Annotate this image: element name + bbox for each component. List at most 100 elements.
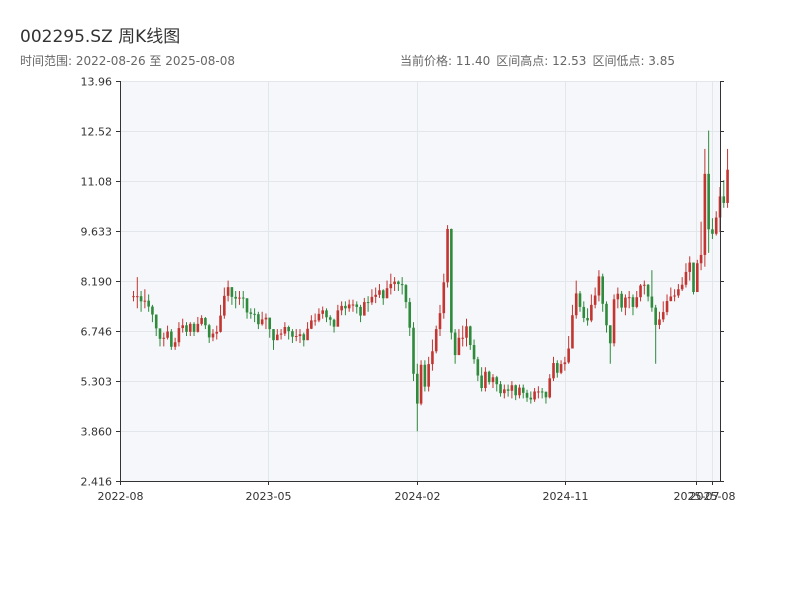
y-tick-label: 6.746 xyxy=(81,326,113,339)
candle-body xyxy=(521,387,525,393)
candle-body xyxy=(397,281,400,285)
candle-body xyxy=(457,337,461,356)
candle-body xyxy=(699,254,703,264)
candle-body xyxy=(620,293,623,308)
candle-body xyxy=(684,271,688,285)
candle-body xyxy=(673,295,676,297)
candle-body xyxy=(219,315,222,332)
x-axis-ticks: 2022-08 2023-05 2024-02 2024-11 2025-072025-… xyxy=(98,481,735,503)
candle-body xyxy=(650,296,654,308)
candle-body xyxy=(540,391,544,393)
candle-body xyxy=(711,229,714,234)
candle-body xyxy=(571,315,574,349)
y-tick-label: 5.303 xyxy=(81,376,113,389)
candle-body xyxy=(245,298,249,313)
candle-body xyxy=(238,297,241,299)
candle-body xyxy=(586,318,589,321)
candle-body xyxy=(688,262,692,272)
candle-body xyxy=(143,300,147,302)
candle-body xyxy=(207,325,211,338)
candle-body xyxy=(321,310,325,314)
range-low-text: 区间低点: 3.85 xyxy=(592,54,676,68)
candle-body xyxy=(185,325,188,332)
candle-body xyxy=(234,296,237,299)
candle-body xyxy=(332,319,336,327)
candle-body xyxy=(385,288,389,299)
x-tick-label: 2024-02 xyxy=(395,490,441,503)
candle-body xyxy=(268,317,272,330)
candle-body xyxy=(465,326,468,338)
candle-body xyxy=(272,329,275,341)
candle-body xyxy=(695,263,699,293)
candle-body xyxy=(317,313,321,321)
candle-body xyxy=(226,287,230,296)
candle-body xyxy=(188,323,192,332)
y-tick-label: 12.52 xyxy=(81,126,113,139)
candle-body xyxy=(298,334,302,337)
candle-body xyxy=(393,281,396,285)
candle-body xyxy=(468,326,472,346)
candle-body xyxy=(631,297,635,307)
candle-body xyxy=(476,359,480,376)
candle-body xyxy=(661,312,665,320)
candle-body xyxy=(533,391,536,400)
candle-body xyxy=(514,385,517,396)
candle-body xyxy=(461,337,465,339)
candle-body xyxy=(181,325,185,329)
candle-body xyxy=(722,196,726,203)
candle-body xyxy=(363,302,366,316)
candle-body xyxy=(192,323,196,332)
candle-body xyxy=(177,328,181,343)
candle-body xyxy=(442,282,446,314)
candle-body xyxy=(196,323,200,332)
candle-body xyxy=(279,333,283,335)
candle-body xyxy=(355,304,359,307)
candle-body xyxy=(132,296,135,298)
candle-body xyxy=(389,284,393,289)
candle-body xyxy=(336,310,340,327)
candle-body xyxy=(204,318,207,326)
candle-body xyxy=(472,345,476,360)
price-summary: 当前价格: 11.40 区间高点: 12.53 区间低点: 3.85 xyxy=(400,52,681,69)
candle-body xyxy=(590,304,593,321)
candle-body xyxy=(544,391,548,398)
candle-body xyxy=(151,306,154,315)
y-tick-label: 13.96 xyxy=(81,76,113,89)
candle-body xyxy=(680,284,684,290)
candle-body xyxy=(344,305,347,309)
candle-body xyxy=(200,318,203,324)
candle-body xyxy=(639,285,642,298)
page-title: 002295.SZ 周K线图 xyxy=(20,27,181,47)
candle-body xyxy=(578,293,582,307)
candle-body xyxy=(241,297,245,299)
candle-body xyxy=(559,364,563,373)
date-range-text: 时间范围: 2022-08-26 至 2025-08-08 xyxy=(20,54,235,68)
candle-body xyxy=(215,331,219,334)
candle-body xyxy=(506,389,510,391)
y-tick-label: 11.08 xyxy=(81,176,113,189)
candle-body xyxy=(487,371,491,383)
candle-body xyxy=(438,313,442,330)
candle-body xyxy=(173,342,177,347)
candle-body xyxy=(582,306,586,319)
candle-body xyxy=(612,299,616,344)
candle-body xyxy=(351,304,355,306)
candle-body xyxy=(404,285,408,303)
candle-body xyxy=(643,284,646,286)
candle-body xyxy=(548,378,552,398)
candle-body xyxy=(616,293,620,300)
range-high-text: 区间高点: 12.53 xyxy=(496,54,587,68)
candle-body xyxy=(431,351,434,365)
candle-body xyxy=(491,377,495,383)
candle-body xyxy=(325,310,328,318)
candle-body xyxy=(291,331,294,337)
candle-body xyxy=(484,371,487,388)
candle-body xyxy=(381,290,385,299)
candles xyxy=(132,130,729,432)
candle-body xyxy=(453,332,457,356)
candle-body xyxy=(446,228,449,283)
x-tick-label: 2025-07 xyxy=(674,490,720,503)
candle-body xyxy=(646,284,650,297)
y-tick-label: 9.633 xyxy=(81,226,113,239)
